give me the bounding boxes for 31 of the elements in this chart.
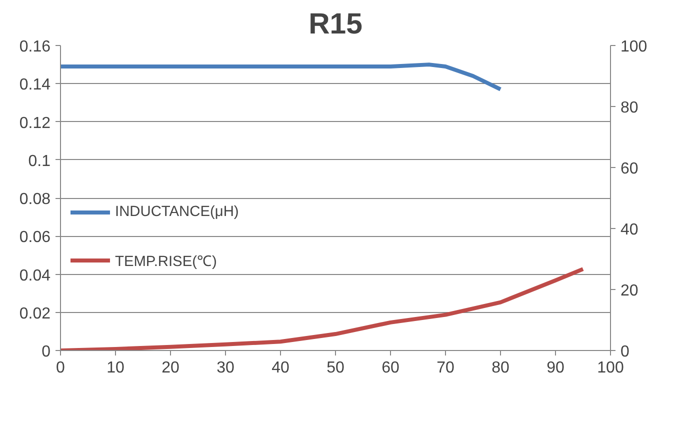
x-tick-label: 80 <box>492 360 510 376</box>
x-tick-label: 30 <box>216 360 234 376</box>
y-tick-label: 0.04 <box>19 267 51 284</box>
x-tick-label: 90 <box>546 360 564 376</box>
y-tick-label: 0.16 <box>19 38 51 56</box>
y-tick-label: 0.08 <box>19 191 51 208</box>
y2-tick-label: 40 <box>620 222 638 238</box>
y-tick-label: 0.1 <box>28 152 51 170</box>
x-tick-label: 20 <box>162 360 180 376</box>
x-tick-label: 60 <box>382 360 400 376</box>
y-tick-label: 0.14 <box>19 76 51 94</box>
line-series <box>60 62 502 92</box>
y-tick-label: 0.06 <box>19 229 51 246</box>
chart-title: R15 <box>308 8 362 40</box>
y2-tick-label: 100 <box>620 38 648 56</box>
x-tick-label: 100 <box>597 360 624 376</box>
x-tick-label: 0 <box>56 360 66 376</box>
x-tick-label: 10 <box>106 360 124 376</box>
y-tick-label: 0 <box>42 344 51 360</box>
x-tick-label: 70 <box>436 360 454 376</box>
x-tick-label: 40 <box>272 360 290 376</box>
y2-tick-label: 60 <box>620 160 638 178</box>
y-tick-label: 0.02 <box>19 305 51 322</box>
y2-tick-label: 80 <box>620 100 638 116</box>
legend-label: TEMP.RISE(℃) <box>115 253 217 270</box>
y-tick-label: 0.12 <box>19 114 51 132</box>
y2-tick-label: 20 <box>620 282 638 300</box>
legend-label: INDUCTANCE(μH) <box>115 204 239 220</box>
y2-tick-label: 0 <box>620 344 630 360</box>
x-tick-label: 50 <box>326 360 344 376</box>
line-series <box>60 267 585 350</box>
